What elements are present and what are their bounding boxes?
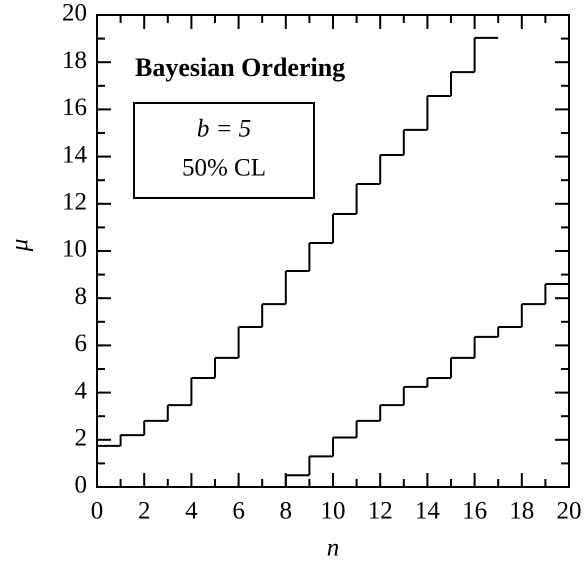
y-tick-label: 10 bbox=[62, 236, 87, 263]
y-tick-label: 18 bbox=[62, 47, 87, 74]
y-tick-label: 16 bbox=[62, 94, 87, 121]
y-tick-label: 14 bbox=[62, 141, 88, 168]
x-tick-label: 0 bbox=[91, 498, 104, 525]
y-tick-label: 0 bbox=[75, 472, 88, 499]
x-tick-label: 12 bbox=[368, 498, 393, 525]
y-axis-label: μ bbox=[7, 239, 34, 253]
y-tick-label: 20 bbox=[62, 0, 87, 27]
x-tick-label: 6 bbox=[232, 498, 245, 525]
chart-title: Bayesian Ordering bbox=[135, 53, 345, 82]
x-tick-label: 14 bbox=[415, 498, 441, 525]
x-tick-label: 18 bbox=[509, 498, 534, 525]
x-tick-label: 8 bbox=[280, 498, 293, 525]
annotation: 50% CL bbox=[182, 155, 266, 182]
x-tick-label: 20 bbox=[557, 498, 582, 525]
x-tick-label: 16 bbox=[462, 498, 487, 525]
x-axis-label: n bbox=[327, 535, 340, 562]
y-tick-label: 8 bbox=[75, 283, 88, 310]
y-tick-label: 6 bbox=[75, 330, 88, 357]
x-tick-label: 10 bbox=[321, 498, 346, 525]
x-tick-label: 4 bbox=[185, 498, 198, 525]
x-tick-label: 2 bbox=[138, 498, 151, 525]
y-tick-label: 2 bbox=[75, 425, 88, 452]
y-tick-label: 4 bbox=[75, 377, 88, 404]
y-tick-label: 12 bbox=[62, 189, 87, 216]
annotation: b = 5 bbox=[197, 116, 251, 143]
annotation-box bbox=[133, 102, 315, 199]
